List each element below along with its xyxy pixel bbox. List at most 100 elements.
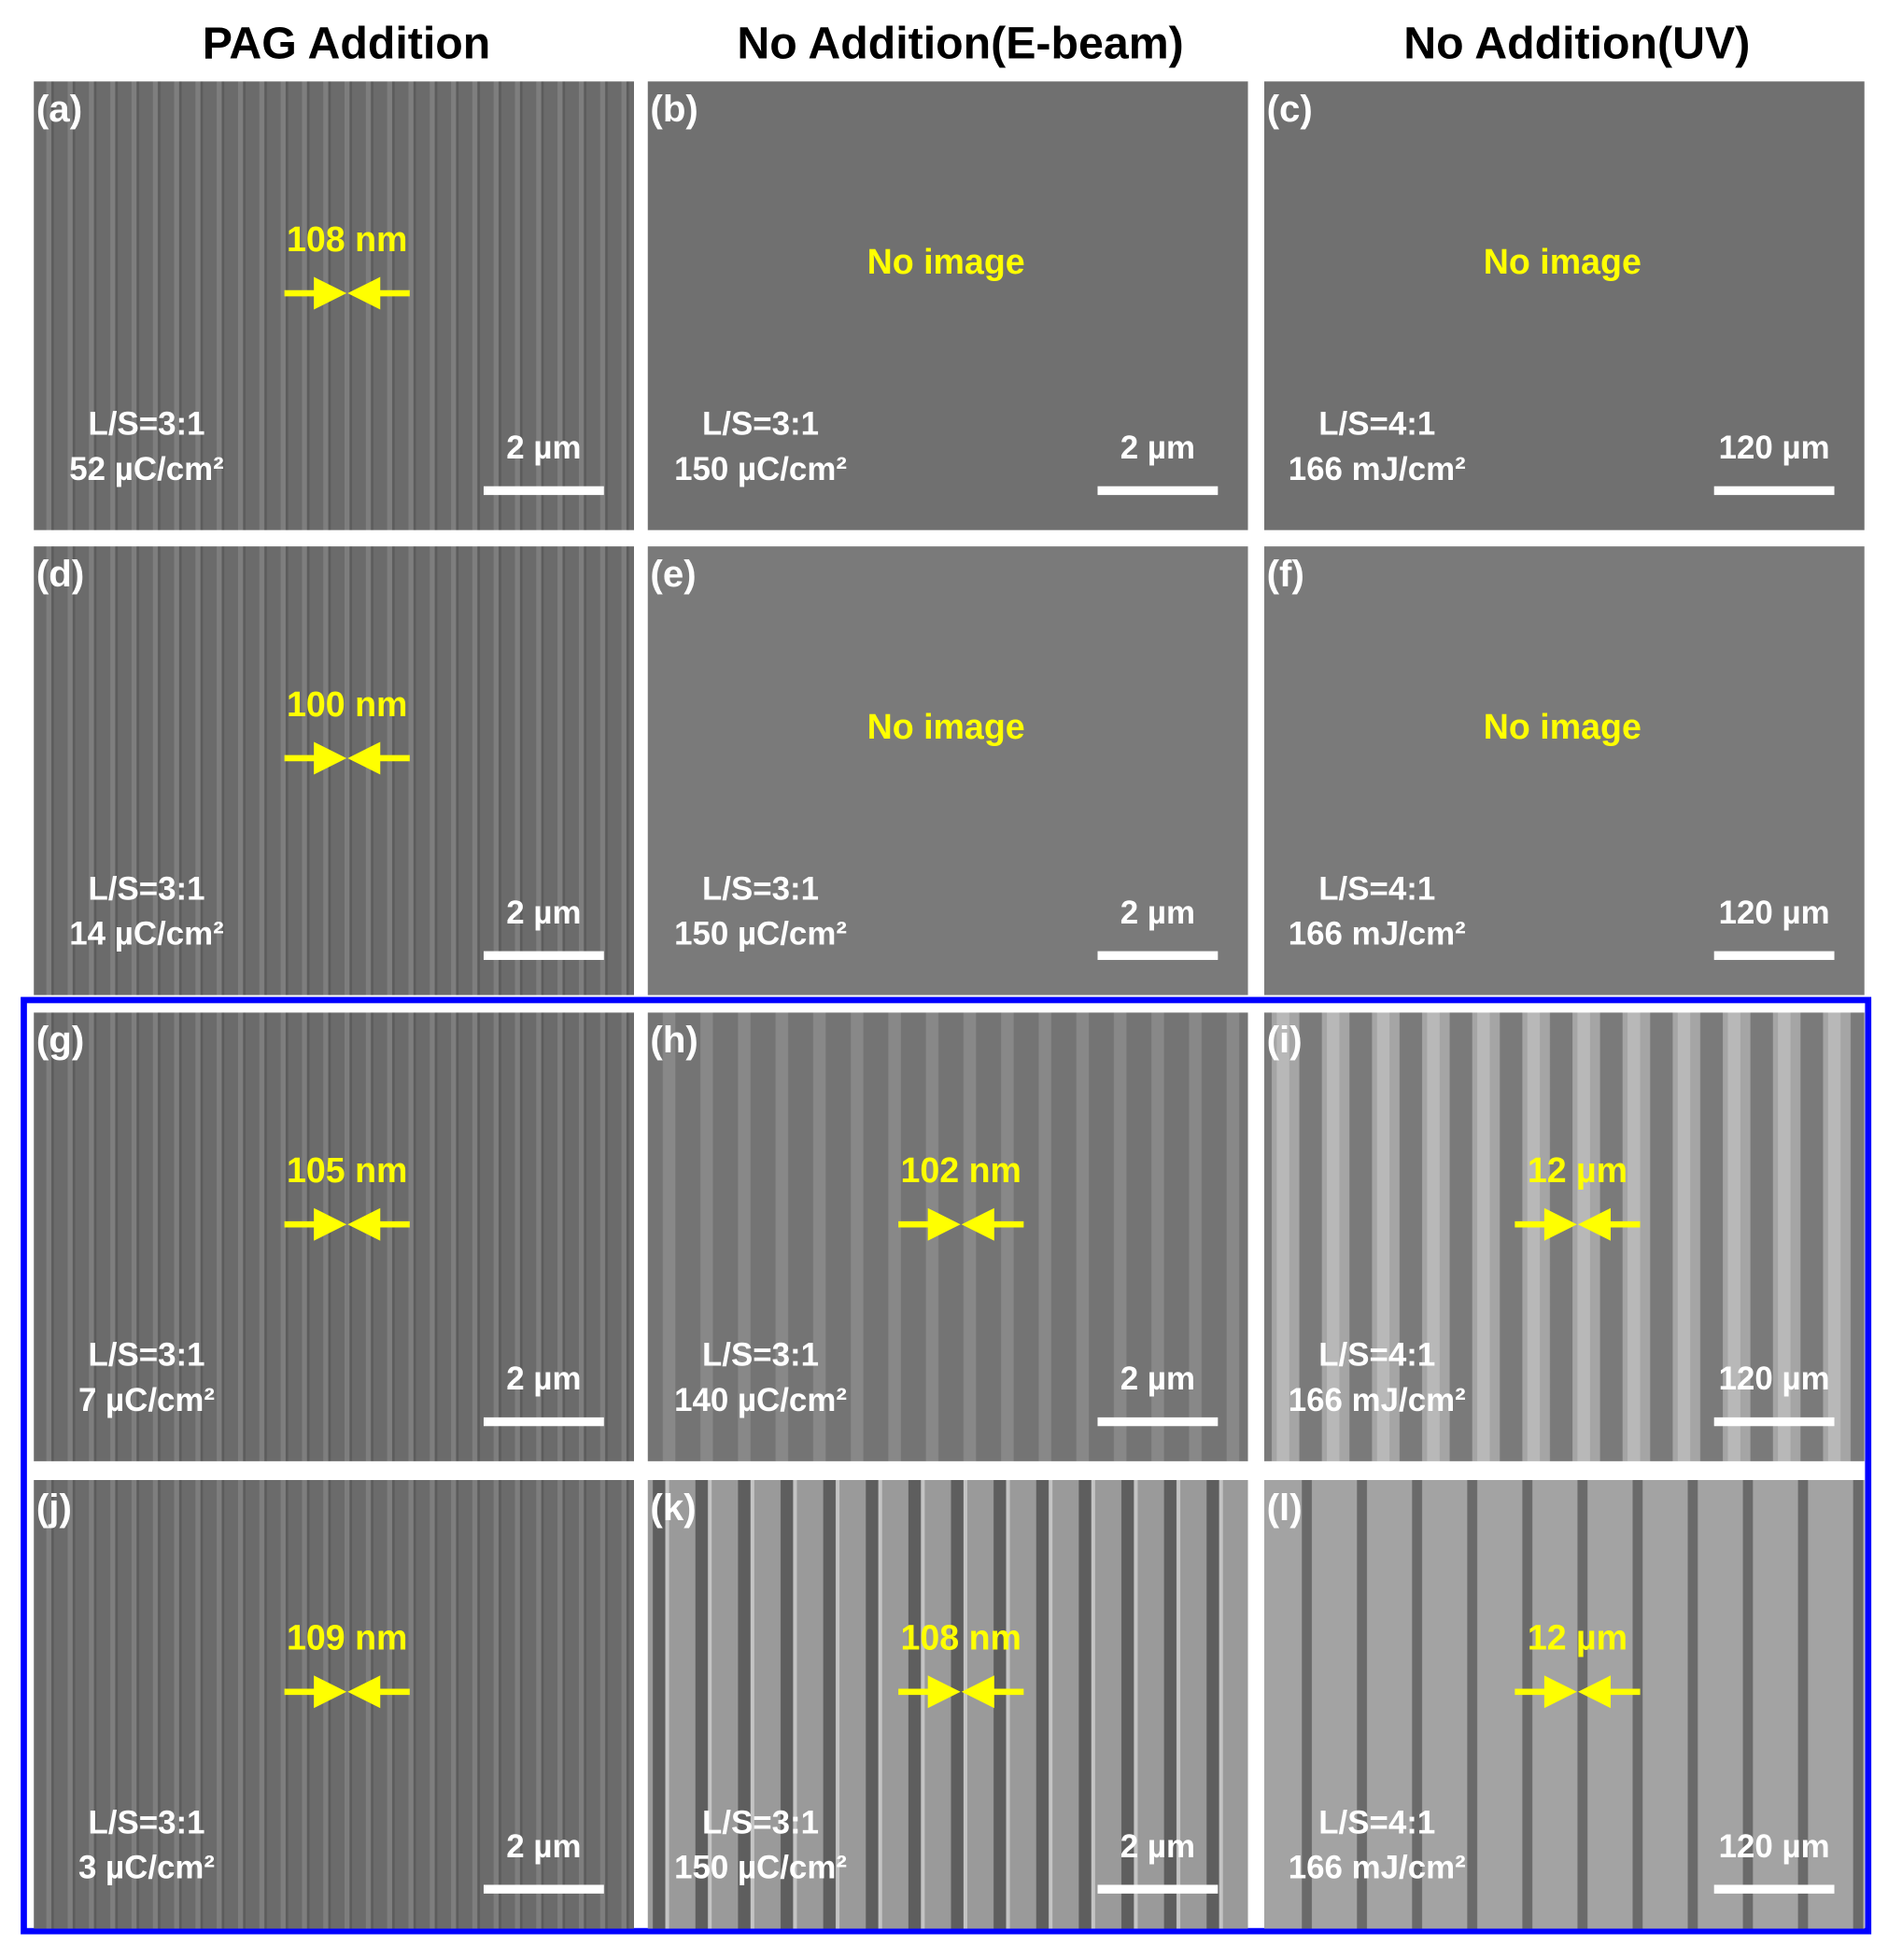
- width-label: 109 nm: [287, 1618, 407, 1657]
- scale-bar: [483, 951, 604, 961]
- dose-label: 7 µC/cm²: [78, 1382, 215, 1418]
- panel: (k) 108 nm L/S=3:1 150 µC/cm² 2 µm: [647, 1479, 1248, 1929]
- dose-label: 150 µC/cm²: [674, 916, 847, 952]
- dose-label: 14 µC/cm²: [69, 916, 223, 952]
- no-image-label: No image: [867, 707, 1025, 746]
- scale-bar: [1713, 486, 1835, 496]
- arrow-left: [347, 276, 410, 310]
- ratio-label: L/S=3:1: [702, 870, 819, 907]
- ratio-label: L/S=3:1: [702, 1337, 819, 1374]
- scale-bar: [1097, 951, 1219, 961]
- sem-image: [34, 1479, 635, 1929]
- sem-image: [1263, 81, 1865, 530]
- ratio-label: L/S=3:1: [88, 870, 204, 907]
- sem-image: [34, 1012, 635, 1461]
- width-label: 108 nm: [901, 1618, 1021, 1657]
- arrow-right: [284, 1207, 347, 1241]
- scale-bar: [1097, 1417, 1219, 1427]
- arrow-left: [347, 1675, 410, 1709]
- panel: (l) 12 µm L/S=4:1 166 mJ/cm² 120 µm: [1263, 1479, 1865, 1929]
- dose-label: 52 µC/cm²: [69, 451, 223, 487]
- width-label: 105 nm: [287, 1150, 407, 1190]
- arrow-left: [961, 1675, 1024, 1709]
- scale-label: 120 µm: [1719, 430, 1830, 466]
- arrow-right: [284, 741, 347, 775]
- no-image-label: No image: [1484, 707, 1641, 746]
- dose-label: 166 mJ/cm²: [1289, 1850, 1466, 1886]
- scale-bar: [1713, 1417, 1835, 1427]
- panel-label: (k): [650, 1487, 696, 1529]
- arrow-right: [1515, 1207, 1577, 1241]
- panel-label: (f): [1267, 553, 1304, 595]
- scale-bar: [1713, 951, 1835, 961]
- arrow-left: [1577, 1675, 1641, 1709]
- ratio-label: L/S=3:1: [88, 406, 204, 443]
- scale-bar: [483, 1417, 604, 1427]
- ratio-label: L/S=3:1: [702, 406, 819, 443]
- arrow-right: [284, 276, 347, 310]
- panel-label: (a): [36, 88, 82, 130]
- arrow-right: [284, 1675, 347, 1709]
- width-label: 100 nm: [287, 684, 407, 724]
- panel-label: (d): [36, 553, 84, 595]
- dose-label: 3 µC/cm²: [78, 1850, 215, 1886]
- scale-label: 2 µm: [1120, 430, 1195, 466]
- column-header: No Addition(UV): [1403, 18, 1750, 68]
- width-label: 12 µm: [1528, 1618, 1627, 1657]
- no-image-label: No image: [1484, 242, 1641, 281]
- scale-bar: [1713, 1884, 1835, 1894]
- width-label: 12 µm: [1528, 1150, 1627, 1190]
- scale-label: 2 µm: [506, 1361, 581, 1397]
- dose-label: 166 mJ/cm²: [1289, 1382, 1466, 1418]
- panel: (c) No image L/S=4:1 166 mJ/cm² 120 µm: [1263, 81, 1865, 530]
- arrow-left: [1577, 1207, 1641, 1241]
- scale-bar: [1097, 486, 1219, 496]
- scale-bar: [483, 1884, 604, 1894]
- scale-label: 120 µm: [1719, 895, 1830, 931]
- arrow-right: [898, 1675, 961, 1709]
- panel: (j) 109 nm L/S=3:1 3 µC/cm² 2 µm: [34, 1479, 635, 1929]
- scale-label: 2 µm: [1120, 1828, 1195, 1865]
- panel: (i) 12 µm L/S=4:1 166 mJ/cm² 120 µm: [1263, 1012, 1865, 1461]
- panel: (f) No image L/S=4:1 166 mJ/cm² 120 µm: [1263, 546, 1865, 995]
- panel-label: (l): [1267, 1487, 1303, 1529]
- scale-label: 2 µm: [506, 1828, 581, 1865]
- no-image-label: No image: [867, 242, 1025, 281]
- arrow-left: [347, 741, 410, 775]
- scale-label: 2 µm: [1120, 895, 1195, 931]
- sem-image: [647, 1012, 1248, 1461]
- panel-label: (b): [650, 88, 697, 130]
- panel: (a) 108 nm L/S=3:1 52 µC/cm² 2 µm: [34, 81, 635, 530]
- ratio-label: L/S=3:1: [88, 1804, 204, 1840]
- panel-grid: (a) 108 nm L/S=3:1 52 µC/cm² 2 µm (b) No image…: [34, 81, 1865, 1929]
- scale-label: 2 µm: [506, 895, 581, 931]
- arrow-left: [961, 1207, 1024, 1241]
- panel: (h) 102 nm L/S=3:1 140 µC/cm² 2 µm: [647, 1012, 1248, 1461]
- column-header: PAG Addition: [203, 18, 490, 68]
- column-header: No Addition(E-beam): [737, 18, 1183, 68]
- ratio-label: L/S=3:1: [88, 1337, 204, 1374]
- scale-label: 2 µm: [506, 430, 581, 466]
- arrow-right: [1515, 1675, 1577, 1709]
- scale-label: 120 µm: [1719, 1828, 1830, 1865]
- panel: (e) No image L/S=3:1 150 µC/cm² 2 µm: [647, 546, 1248, 995]
- dose-label: 140 µC/cm²: [674, 1382, 847, 1418]
- panel: (g) 105 nm L/S=3:1 7 µC/cm² 2 µm: [34, 1012, 635, 1461]
- width-label: 108 nm: [287, 219, 407, 259]
- sem-image: [647, 81, 1248, 530]
- dose-label: 150 µC/cm²: [674, 1850, 847, 1886]
- dose-label: 150 µC/cm²: [674, 451, 847, 487]
- panel-label: (c): [1267, 88, 1313, 130]
- sem-image: [647, 1479, 1248, 1929]
- ratio-label: L/S=4:1: [1318, 1337, 1435, 1374]
- ratio-label: L/S=4:1: [1318, 870, 1435, 907]
- scale-bar: [483, 486, 604, 496]
- arrow-right: [898, 1207, 961, 1241]
- ratio-label: L/S=3:1: [702, 1804, 819, 1840]
- scale-label: 2 µm: [1120, 1361, 1195, 1397]
- sem-image: [1263, 1012, 1865, 1461]
- sem-image: [34, 546, 635, 995]
- panel-label: (g): [36, 1019, 84, 1061]
